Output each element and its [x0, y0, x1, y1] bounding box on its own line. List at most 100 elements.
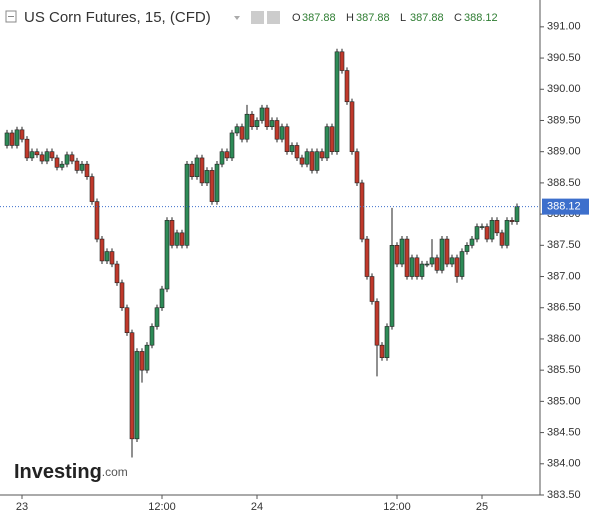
candle-body: [329, 126, 335, 152]
ohlc-label: C: [454, 12, 462, 24]
candle-body: [364, 238, 370, 277]
candle-body: [204, 170, 210, 184]
candle-body: [324, 126, 330, 159]
candle-body: [349, 101, 355, 152]
y-tick-label: 385.00: [547, 395, 581, 407]
collapse-icon[interactable]: [5, 10, 17, 23]
candle-body: [284, 126, 290, 152]
candle-body: [179, 232, 185, 246]
candle-body: [29, 151, 35, 159]
y-tick-label: 385.50: [547, 364, 581, 376]
candle-body: [264, 107, 270, 128]
candle-body: [69, 154, 75, 162]
candle-body: [294, 145, 300, 159]
dropdown-arrow[interactable]: [234, 16, 240, 20]
candle-body: [169, 220, 175, 246]
candle-body: [399, 238, 405, 265]
candle-body: [149, 326, 155, 346]
candle-body: [454, 257, 460, 277]
ohlc-value: 388.12: [464, 12, 498, 24]
y-tick-label: 386.00: [547, 333, 581, 345]
candle-body: [489, 220, 495, 240]
ohlc-value: 387.88: [302, 12, 336, 24]
candle-body: [79, 163, 85, 171]
candle-body: [24, 138, 30, 159]
candle-body: [459, 251, 465, 277]
candle-body: [369, 276, 375, 302]
candle-body: [174, 232, 180, 246]
candle-body: [114, 263, 120, 284]
candle-body: [194, 157, 200, 177]
candle-body: [344, 70, 350, 103]
candle-body: [384, 326, 390, 358]
candle-body: [469, 238, 475, 246]
y-tick-label: 388.50: [547, 177, 581, 189]
candle-body: [354, 151, 360, 184]
candle-body: [429, 257, 435, 265]
ohlc-value: 387.88: [356, 12, 390, 24]
watermark-main: Investing: [14, 461, 102, 483]
candle-body: [499, 232, 505, 246]
y-tick-label: 383.50: [547, 489, 581, 501]
candle-body: [189, 163, 195, 177]
candle-body: [9, 132, 15, 146]
settings-icon[interactable]: [267, 11, 280, 24]
candle-body: [239, 126, 245, 140]
candle-body: [309, 151, 315, 171]
candle-body: [184, 163, 190, 246]
candle-body: [129, 332, 135, 440]
candle-body: [154, 307, 160, 327]
candle-body: [144, 344, 150, 371]
x-tick-label: 25: [476, 501, 488, 513]
candle-body: [54, 157, 60, 168]
candle-body: [14, 129, 20, 146]
candle-body: [509, 220, 515, 222]
x-tick-label: 23: [16, 501, 28, 513]
candle-body: [319, 151, 325, 159]
candle-body: [404, 238, 410, 277]
candle-body: [339, 51, 345, 71]
candle-body: [474, 226, 480, 240]
last-price-label: 388.12: [547, 201, 581, 213]
y-tick-label: 387.00: [547, 270, 581, 282]
candle-body: [254, 120, 260, 128]
y-tick-label: 390.50: [547, 52, 581, 64]
chart-title: US Corn Futures, 15, (CFD): [24, 9, 211, 26]
candle-body: [234, 126, 240, 134]
candle-body: [289, 145, 295, 152]
eye-icon[interactable]: [251, 11, 264, 24]
candle-body: [359, 182, 365, 240]
candle-body: [34, 151, 40, 156]
candle-body: [409, 257, 415, 277]
candle-body: [424, 263, 430, 266]
candle-body: [74, 160, 80, 171]
candle-body: [219, 151, 225, 165]
ohlc-label: L: [400, 12, 406, 24]
candle-body: [479, 226, 485, 228]
ohlc-label: H: [346, 12, 354, 24]
candle-body: [64, 154, 70, 165]
candle-body: [494, 220, 500, 234]
x-tick-label: 24: [251, 501, 263, 513]
candle-body: [249, 113, 255, 128]
watermark-suffix: .com: [102, 465, 128, 479]
candle-body: [214, 163, 220, 202]
candle-body: [414, 257, 420, 277]
candle-body: [104, 251, 110, 262]
y-tick-label: 384.50: [547, 426, 581, 438]
candle-body: [224, 151, 230, 159]
candle-body: [304, 151, 310, 165]
candle-body: [59, 163, 65, 168]
candle-body: [334, 51, 340, 152]
candle-body: [279, 126, 285, 140]
ohlc-label: O: [292, 12, 301, 24]
y-tick-label: 389.00: [547, 146, 581, 158]
candle-body: [244, 113, 250, 140]
candle-body: [379, 344, 385, 358]
y-tick-label: 386.50: [547, 302, 581, 314]
candle-body: [269, 120, 275, 128]
candle-body: [394, 245, 400, 265]
candle-body: [164, 220, 170, 290]
candle-body: [274, 120, 280, 140]
candle-body: [439, 238, 445, 271]
